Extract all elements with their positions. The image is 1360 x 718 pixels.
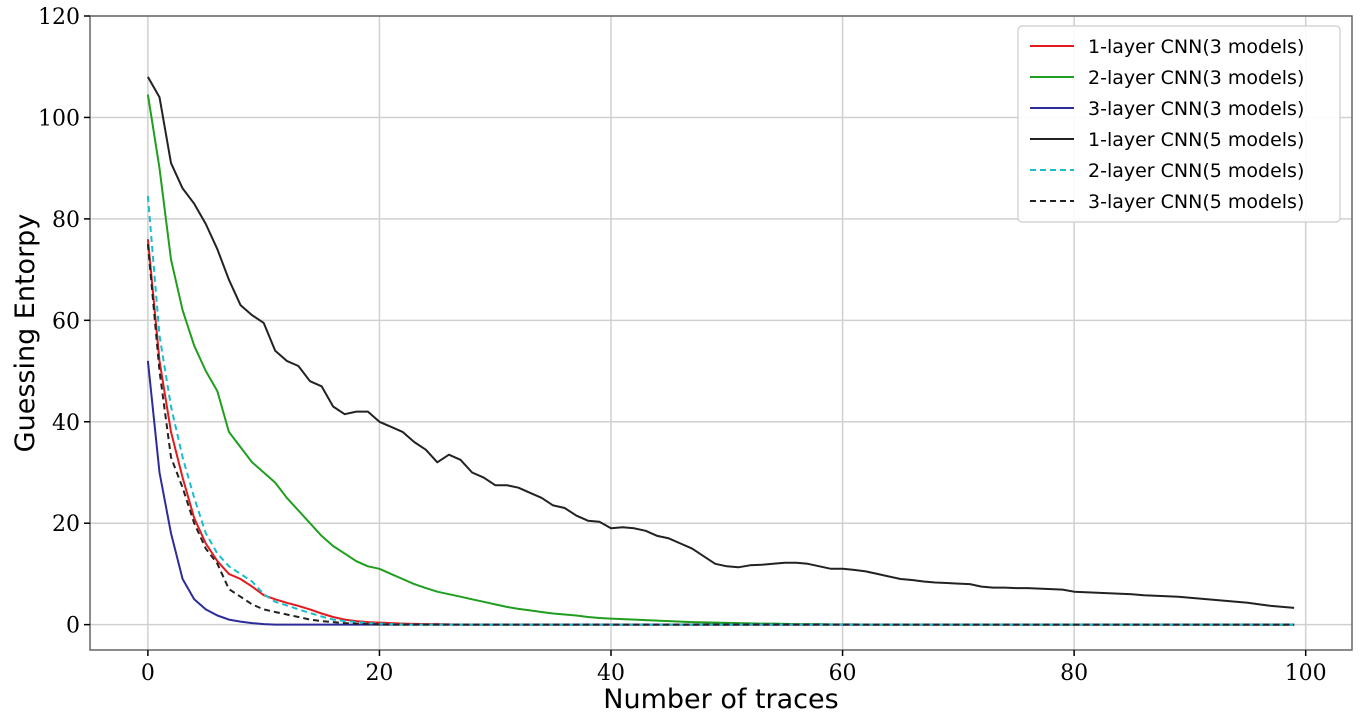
legend-label: 2-layer CNN(3 models)	[1088, 67, 1304, 89]
series-line-3	[146, 360, 1295, 626]
x-axis-label: Number of traces	[603, 684, 838, 715]
y-tick-label: 20	[52, 512, 80, 537]
legend-label: 3-layer CNN(3 models)	[1088, 98, 1304, 120]
y-tick-label: 0	[66, 614, 80, 639]
y-axis-ticks: 0 20 40 60 80 100 120	[38, 5, 90, 639]
y-tick-label: 40	[52, 411, 80, 436]
x-tick-label: 60	[829, 661, 857, 686]
legend-label: 1-layer CNN(3 models)	[1088, 36, 1304, 58]
y-axis-label: Guessing Entorpy	[10, 214, 41, 453]
series-line-1	[146, 239, 1295, 626]
x-tick-label: 20	[365, 661, 393, 686]
y-tick-label: 120	[38, 5, 80, 30]
legend: 1-layer CNN(3 models) 2-layer CNN(3 model…	[1017, 25, 1341, 223]
series-line-5	[146, 196, 1295, 626]
x-tick-label: 40	[597, 661, 625, 686]
plot-frame	[89, 15, 1353, 651]
x-tick-label: 100	[1285, 661, 1327, 686]
legend-label: 3-layer CNN(5 models)	[1088, 191, 1304, 213]
legend-box	[1017, 25, 1341, 223]
legend-label: 1-layer CNN(5 models)	[1088, 129, 1304, 151]
plot-lines	[146, 76, 1295, 626]
x-tick-label: 0	[141, 661, 155, 686]
y-tick-label: 100	[38, 106, 80, 131]
series-line-6	[146, 244, 1295, 626]
x-axis-ticks: 0 20 40 60 80 100	[141, 650, 1327, 686]
x-tick-label: 80	[1060, 661, 1088, 686]
legend-label: 2-layer CNN(5 models)	[1088, 160, 1304, 182]
series-line-4	[147, 76, 1295, 609]
y-tick-label: 80	[52, 208, 80, 233]
y-tick-label: 60	[52, 309, 80, 334]
